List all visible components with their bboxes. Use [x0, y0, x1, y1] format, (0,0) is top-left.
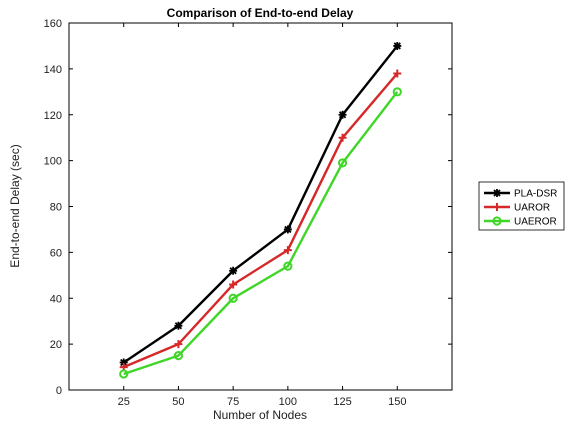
series-line: [123, 72, 399, 369]
data-point: [393, 41, 402, 50]
data-point: [174, 321, 183, 330]
data-point: [283, 246, 292, 255]
x-tick-label: 75: [227, 396, 239, 408]
legend-marker: [493, 189, 501, 197]
data-point: [283, 261, 293, 271]
x-tick-label: 100: [279, 396, 297, 408]
legend: PLA-DSR UAROR UAEROR: [478, 181, 565, 231]
data-point: [283, 225, 292, 234]
legend-marker: [493, 203, 501, 211]
y-tick-label: 0: [56, 385, 62, 397]
data-point: [119, 358, 128, 367]
data-point: [338, 110, 347, 119]
legend-label: UAROR: [514, 203, 550, 214]
x-axis-label: Number of Nodes: [213, 408, 307, 422]
legend-label: PLA-DSR: [514, 189, 557, 200]
data-point: [393, 69, 402, 78]
x-tick-label: 25: [118, 396, 130, 408]
y-tick-label: 120: [44, 110, 62, 122]
series-line: [123, 45, 399, 364]
x-tick-label: 125: [333, 396, 351, 408]
data-point: [229, 280, 238, 289]
y-tick-label: 60: [50, 247, 62, 259]
x-tick-label: 150: [388, 396, 406, 408]
legend-marker: [492, 216, 502, 226]
series-pla-dsr: [119, 41, 402, 367]
y-tick-label: 140: [44, 64, 62, 76]
chart-title: Comparison of End-to-end Delay: [167, 6, 354, 20]
y-axis-label: End-to-end Delay (sec): [8, 144, 22, 267]
y-tick-label: 80: [50, 202, 62, 214]
data-point: [228, 293, 238, 303]
data-point: [338, 133, 347, 142]
data-point: [173, 350, 184, 361]
x-tick-label: 50: [172, 396, 184, 408]
legend-label: UAEROR: [514, 217, 557, 228]
y-tick-label: 20: [50, 339, 62, 351]
y-tick-label: 40: [50, 293, 62, 305]
data-point: [392, 87, 402, 97]
series-line: [123, 91, 399, 376]
y-tick-label: 100: [44, 156, 62, 168]
data-point: [337, 158, 348, 168]
series-uaeror: [119, 87, 402, 379]
plot-frame: [68, 22, 453, 391]
data-point: [174, 340, 183, 349]
data-point: [229, 266, 238, 275]
data-point: [119, 369, 129, 379]
y-tick-label: 160: [44, 18, 62, 30]
